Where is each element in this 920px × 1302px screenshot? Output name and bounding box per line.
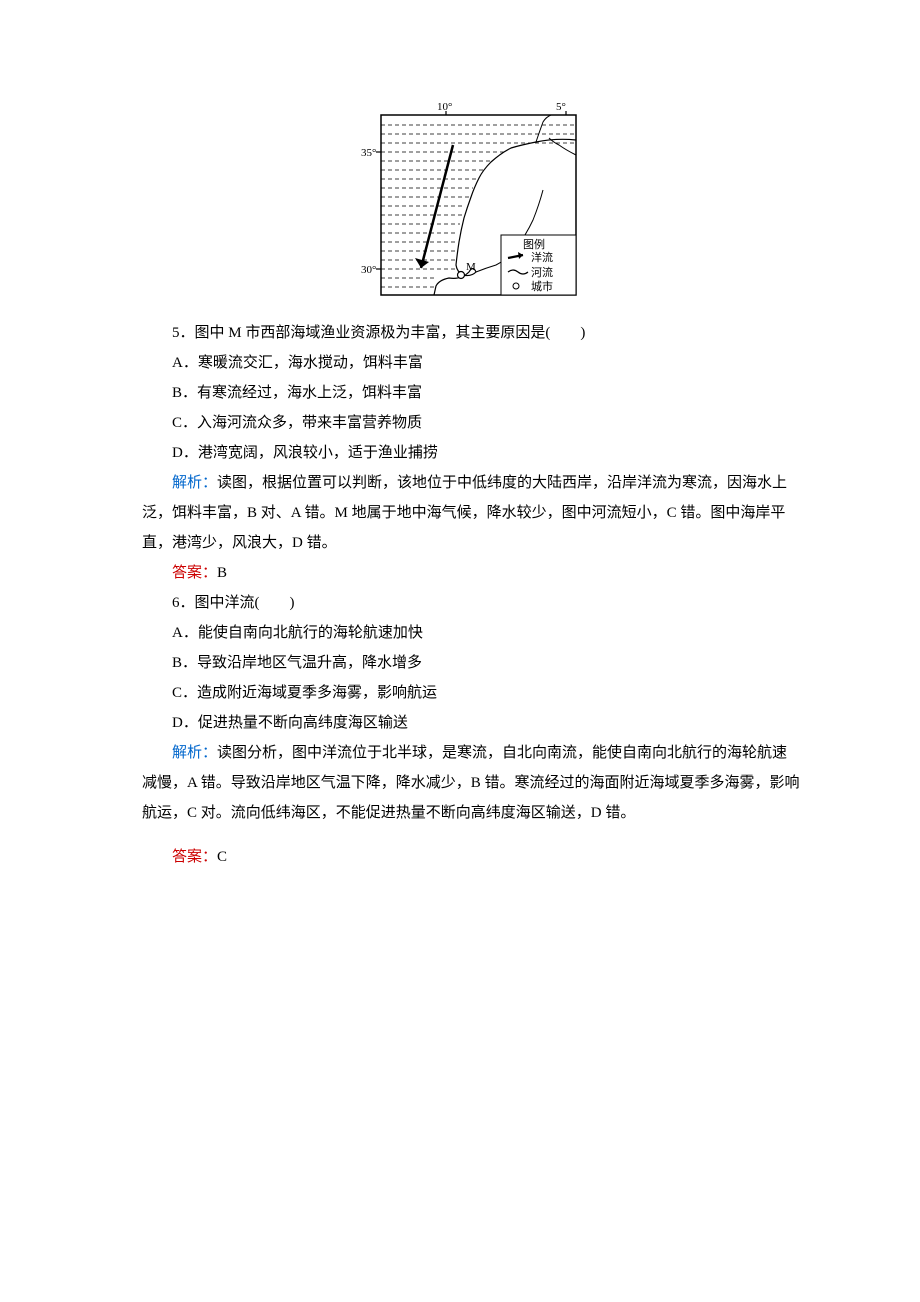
- q6-analysis-text: 读图分析，图中洋流位于北半球，是寒流，自北向南流，能使自南向北航行的海轮航速减慢…: [142, 745, 800, 821]
- q5-analysis: 解析：读图，根据位置可以判断，该地位于中低纬度的大陆西岸，沿岸洋流为寒流，因海水…: [142, 468, 800, 558]
- legend-title: 图例: [523, 237, 545, 251]
- y-label-35: 35°: [361, 147, 376, 159]
- q5-answer-text: B: [217, 565, 227, 581]
- q5-option-b: B．有寒流经过，海水上泛，饵料丰富: [142, 378, 800, 408]
- q5-analysis-text: 读图，根据位置可以判断，该地位于中低纬度的大陆西岸，沿岸洋流为寒流，因海水上泛，…: [142, 475, 787, 551]
- q6-answer-text: C: [217, 849, 227, 865]
- map-figure: 10° 5° 35° 30° M 图例 洋流 河流 城市: [361, 100, 581, 300]
- legend-current: 洋流: [531, 250, 553, 264]
- q6-option-a: A．能使自南向北航行的海轮航速加快: [142, 618, 800, 648]
- legend-river: 河流: [531, 265, 553, 279]
- x-label-10: 10°: [437, 101, 452, 113]
- spacer: [142, 828, 800, 842]
- q5-stem: 5．图中 M 市西部海域渔业资源极为丰富，其主要原因是( ): [142, 318, 800, 348]
- q5-answer: 答案：B: [142, 558, 800, 588]
- q6-option-c: C．造成附近海域夏季多海雾，影响航运: [142, 678, 800, 708]
- x-label-5: 5°: [556, 101, 566, 113]
- figure-container: 10° 5° 35° 30° M 图例 洋流 河流 城市: [142, 100, 800, 300]
- q6-analysis: 解析：读图分析，图中洋流位于北半球，是寒流，自北向南流，能使自南向北航行的海轮航…: [142, 738, 800, 828]
- q6-analysis-label: 解析：: [172, 745, 217, 761]
- q5-analysis-label: 解析：: [172, 475, 217, 491]
- q5-option-a: A．寒暖流交汇，海水搅动，饵料丰富: [142, 348, 800, 378]
- q6-option-b: B．导致沿岸地区气温升高，降水增多: [142, 648, 800, 678]
- q6-answer-label: 答案：: [172, 849, 217, 865]
- q5-option-d: D．港湾宽阔，风浪较小，适于渔业捕捞: [142, 438, 800, 468]
- city-m-label: M: [466, 261, 476, 273]
- q5-answer-label: 答案：: [172, 565, 217, 581]
- q6-answer: 答案：C: [142, 842, 800, 872]
- q6-option-d: D．促进热量不断向高纬度海区输送: [142, 708, 800, 738]
- q6-stem: 6．图中洋流( ): [142, 588, 800, 618]
- legend-city: 城市: [531, 279, 553, 293]
- y-label-30: 30°: [361, 264, 376, 276]
- q5-option-c: C．入海河流众多，带来丰富营养物质: [142, 408, 800, 438]
